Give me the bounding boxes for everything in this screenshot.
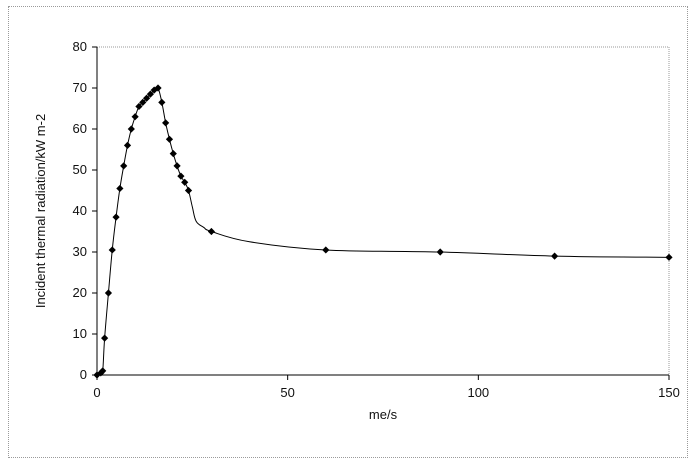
y-axis-ticks: 0 10 20 30 40 50 60 70 80	[73, 39, 97, 382]
data-point-marker	[207, 227, 215, 236]
data-point-marker	[97, 369, 105, 377]
data-point-marker	[181, 178, 189, 186]
data-point-marker	[551, 252, 559, 260]
data-point-marker	[158, 98, 166, 106]
x-axis-title: me/s	[369, 407, 398, 422]
chart-svg: 0 10 20 30 40 50 60 70 80 0 50 100 150 Incident the…	[33, 39, 680, 422]
x-tick-label: 100	[467, 385, 489, 400]
plot-area	[96, 46, 670, 376]
y-tick-label: 80	[73, 39, 87, 54]
x-tick-label: 50	[280, 385, 294, 400]
y-tick-label: 30	[73, 244, 87, 259]
data-point-marker	[104, 289, 113, 297]
data-point-marker	[146, 90, 154, 98]
series-markers	[93, 84, 673, 379]
data-point-marker	[165, 135, 174, 143]
data-point-marker	[184, 186, 193, 195]
x-axis-ticks: 0 50 100 150	[93, 375, 680, 400]
y-tick-label: 20	[73, 285, 87, 300]
data-point-marker	[112, 213, 120, 221]
y-tick-label: 40	[73, 203, 87, 218]
data-point-marker	[154, 84, 162, 92]
data-point-marker	[322, 246, 330, 254]
y-tick-label: 70	[73, 80, 87, 95]
data-point-marker	[169, 150, 177, 158]
data-point-marker	[108, 246, 116, 254]
x-tick-label: 150	[658, 385, 680, 400]
data-point-marker	[142, 94, 151, 102]
data-point-marker	[120, 162, 128, 170]
data-point-marker	[127, 125, 135, 133]
data-point-marker	[123, 141, 132, 149]
chart-frame: 0 10 20 30 40 50 60 70 80 0 50 100 150 Incident the…	[8, 6, 688, 458]
data-point-marker	[162, 119, 170, 127]
data-point-marker	[101, 334, 109, 342]
data-point-marker	[177, 172, 185, 180]
data-point-marker	[436, 248, 444, 256]
data-point-marker	[173, 162, 181, 170]
data-point-marker	[99, 367, 107, 375]
y-axis-title: Incident thermal radiation/kW m-2	[33, 114, 48, 308]
x-tick-label: 0	[93, 385, 100, 400]
y-tick-label: 0	[80, 367, 87, 382]
y-tick-label: 60	[73, 121, 87, 136]
data-point-marker	[116, 184, 124, 193]
y-tick-label: 10	[73, 326, 87, 341]
data-point-marker	[139, 98, 147, 106]
data-point-marker	[135, 102, 143, 111]
data-point-marker	[131, 113, 139, 121]
y-tick-label: 50	[73, 162, 87, 177]
